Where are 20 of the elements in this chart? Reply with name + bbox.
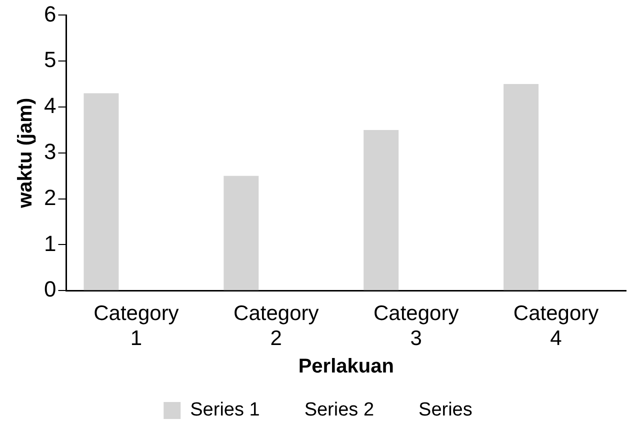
text: Series 2 <box>304 400 374 421</box>
text: Series <box>418 400 472 421</box>
y-axis-title: waktu (jam) <box>14 98 37 209</box>
y-tick-label: 5 <box>44 47 56 72</box>
bar <box>84 93 119 290</box>
x-tick-label: Category 2 <box>234 302 320 350</box>
y-tick-label: 6 <box>44 1 56 26</box>
legend-label: Series 1 <box>190 400 260 421</box>
bar <box>364 130 399 290</box>
y-tick-label: 0 <box>44 276 56 302</box>
x-tick-label: Category 3 <box>373 302 460 350</box>
y-tick-label: 2 <box>44 184 56 210</box>
x-tick-label: Category 4 <box>513 302 600 350</box>
bar <box>504 84 539 290</box>
bar <box>224 176 259 290</box>
x-tick-label: Category 1 <box>94 302 180 350</box>
y-tick-label: 1 <box>44 230 56 256</box>
y-tick-label: 3 <box>44 138 56 164</box>
x-axis-title: Perlakuan <box>298 356 394 378</box>
y-tick-label: 4 <box>44 93 56 118</box>
